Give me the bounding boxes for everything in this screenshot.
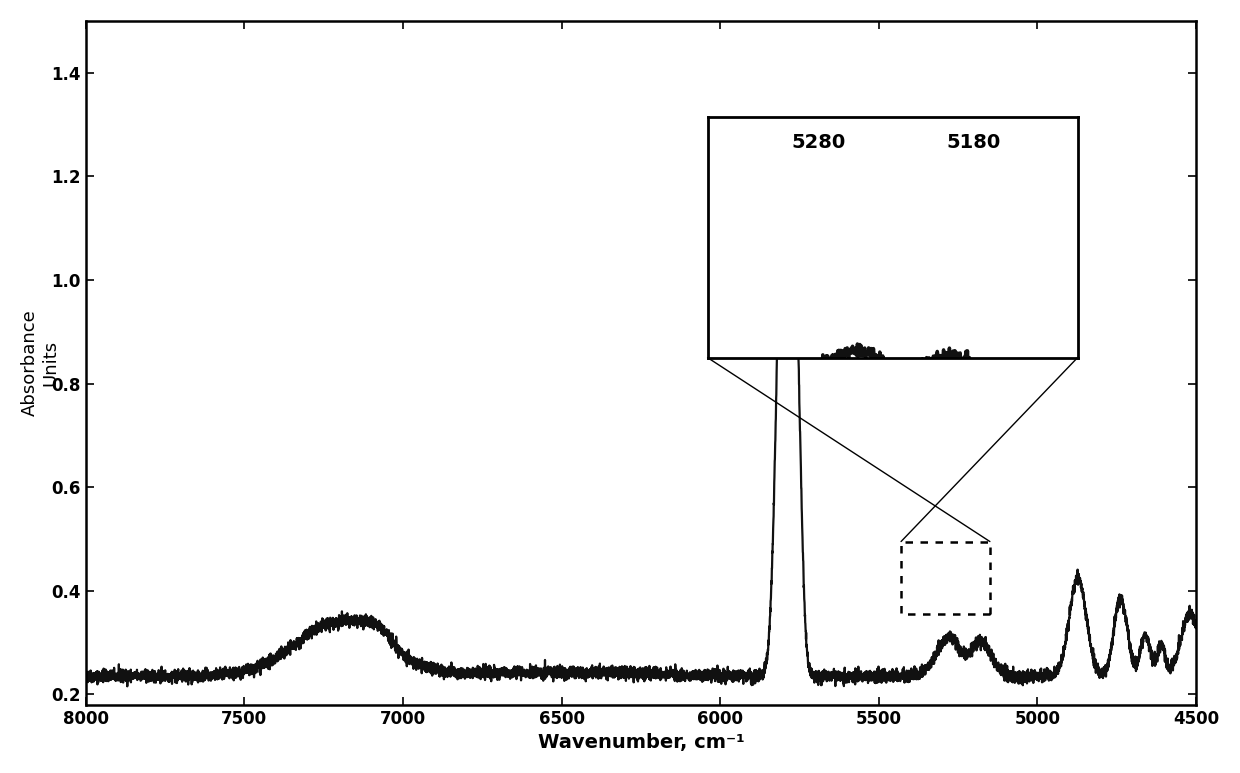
X-axis label: Wavenumber, cm⁻¹: Wavenumber, cm⁻¹ [537, 733, 744, 752]
Text: 5180: 5180 [947, 134, 1001, 152]
Text: 5830-5780: 5830-5780 [719, 128, 844, 148]
Y-axis label: Absorbance
Units: Absorbance Units [21, 309, 60, 416]
Text: 5280: 5280 [791, 134, 846, 152]
Bar [901, 542, 990, 614]
